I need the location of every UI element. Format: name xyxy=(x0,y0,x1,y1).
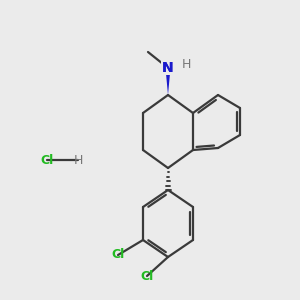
Text: Cl: Cl xyxy=(40,154,54,166)
Text: N: N xyxy=(162,61,174,75)
Text: Cl: Cl xyxy=(140,269,154,283)
Text: Cl: Cl xyxy=(111,248,124,262)
Polygon shape xyxy=(166,68,170,95)
Text: N: N xyxy=(162,61,174,75)
FancyBboxPatch shape xyxy=(161,61,175,75)
Text: H: H xyxy=(181,58,191,70)
Text: H: H xyxy=(73,154,83,166)
